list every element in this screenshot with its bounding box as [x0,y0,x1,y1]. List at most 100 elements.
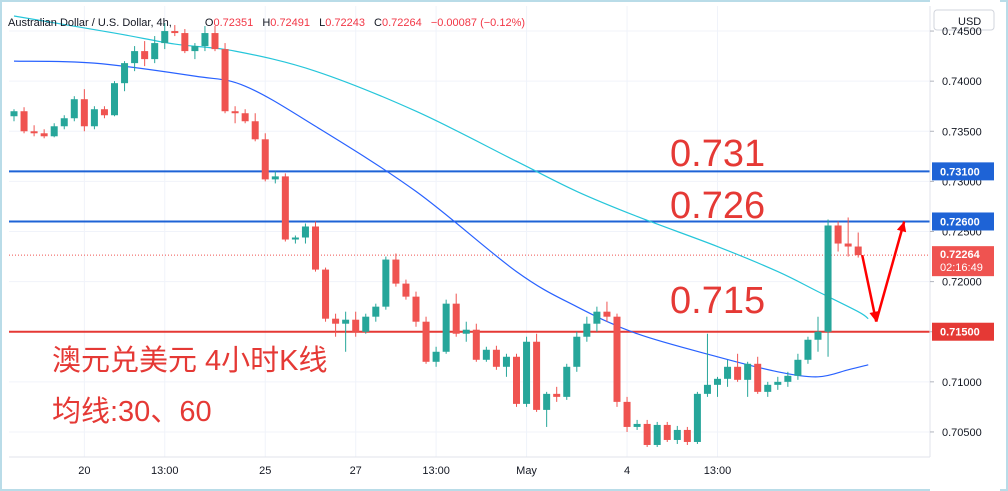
candle-up [714,376,721,397]
candle-up [372,303,380,322]
candle-up [583,316,591,342]
candle-down [80,89,88,132]
candle-down [312,221,319,272]
candle-body [804,339,812,360]
candle-down [332,313,340,337]
candle-up [482,346,490,362]
candle-body [633,423,641,427]
candle-body [744,363,752,380]
candle-down [241,109,249,124]
candle-down [231,106,239,124]
candle-up [794,353,802,380]
candle-body [191,46,199,52]
level-price-badge [932,212,994,231]
candle-up [573,331,581,372]
candle-up [131,46,139,72]
low-value: 0.72243 [325,17,365,29]
price-tick-label: 0.72000 [942,277,982,289]
candle-up [432,346,440,367]
candle-down [322,267,330,322]
candle-body [312,226,319,270]
candle-up [824,219,832,357]
candle-body [412,296,420,322]
candle-body [462,329,470,334]
symbol-title[interactable]: Australian Dollar / U.S. Dollar, 4h, [8,17,172,29]
time-tick-label: May [516,465,537,477]
candle-body [724,366,732,379]
candle-up [271,171,279,184]
candle-body [613,316,621,402]
candle-body [281,176,289,240]
candle-body [703,384,711,394]
candle-body [30,131,38,134]
candle-body [573,336,581,367]
price-axis-background [930,0,1000,491]
candle-down [40,129,48,139]
candle-up [291,235,299,244]
candle-body [171,31,179,34]
candle-body [111,83,118,116]
candle-body [90,109,98,127]
candle-up [804,336,812,364]
time-tick-label: 25 [259,465,271,477]
level-price-badge [932,322,994,341]
ohlc-legend: Australian Dollar / U.S. Dollar, 4h, O0.… [8,17,531,29]
candle-body [794,359,802,376]
candle-body [442,303,450,352]
candle-body [673,429,681,440]
candle-body [482,349,490,360]
candle-body [131,51,139,64]
candle-body [10,111,18,117]
candle-body [301,226,309,238]
candle-down [643,419,651,447]
candle-body [523,341,531,404]
candle-body [824,225,832,332]
candle-body [432,351,440,362]
candle-body [100,109,108,116]
candle-body [70,99,78,119]
candle-down [683,426,691,445]
candle-down [472,323,480,362]
candle-up [593,306,601,332]
candle-body [40,133,48,137]
candle-body [352,319,360,332]
candle-body [402,283,410,297]
candle-body [714,378,721,385]
candle-up [784,371,792,387]
time-tick-label: 13:00 [151,465,179,477]
candle-body [271,176,279,180]
candle-body [784,375,792,382]
candle-up [151,36,159,64]
candle-body [593,311,601,324]
candle-body [472,329,480,360]
candle-body [663,424,671,440]
bar-countdown-label: 02:16:49 [940,262,983,274]
candle-down [392,253,400,287]
candle-down [663,421,671,442]
annotation-level-0731: 0.731 [670,133,766,175]
candle-up [502,353,510,377]
candle-up [60,115,68,130]
candle-body [291,237,299,240]
close-label: C [374,17,382,29]
candle-down [251,113,259,142]
candle-body [332,318,340,324]
candle-up [70,96,78,122]
moving-average-60 [13,15,869,320]
candle-body [372,306,380,317]
candle-body [653,424,661,445]
candle-body [382,259,390,307]
candle-down [221,43,229,114]
price-tick-label: 0.71000 [942,377,982,389]
candle-up [201,26,209,52]
candle-up [774,376,782,390]
candle-down [281,173,289,242]
candle-down [30,125,38,137]
candle-body [844,243,852,247]
candle-down [533,333,541,412]
arrow-shaft [874,221,906,322]
candle-body [201,33,209,47]
currency-label[interactable]: USD [958,16,982,28]
candle-down [754,356,762,394]
